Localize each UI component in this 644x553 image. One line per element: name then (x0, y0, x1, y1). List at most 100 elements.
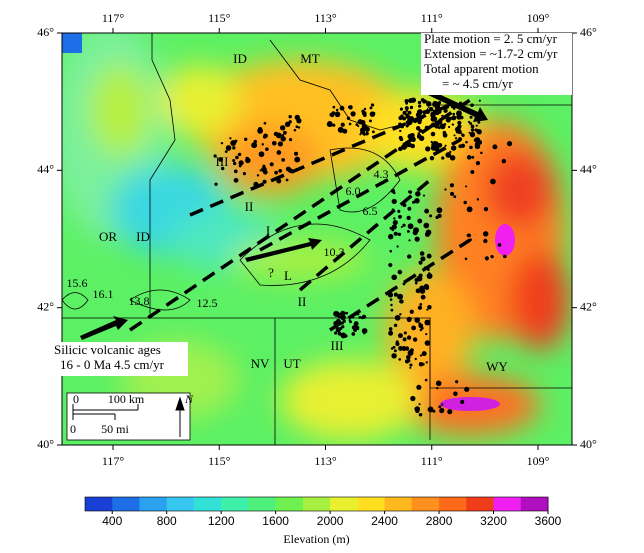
age-label: 10.3 (324, 245, 345, 259)
seismic-dot (335, 108, 339, 112)
seismic-dot (397, 209, 401, 213)
seismic-dot (420, 115, 424, 120)
lon-label: 113° (314, 454, 337, 468)
seismic-dot (392, 345, 396, 349)
seismic-dot (490, 255, 494, 259)
seismic-dot (359, 133, 362, 136)
seismic-dot (354, 321, 358, 325)
seismic-dot (398, 214, 402, 219)
seismic-dot (438, 405, 442, 409)
seismic-dot (258, 151, 265, 158)
seismic-dot (417, 305, 423, 310)
seismic-dot (263, 133, 268, 139)
seismic-dot (501, 158, 507, 164)
seismic-dot (399, 129, 402, 133)
seismic-dot (293, 128, 297, 132)
seismic-dot (424, 378, 428, 382)
age-label: 16.1 (93, 287, 114, 301)
seismic-dot (439, 123, 446, 130)
seismic-dot (373, 111, 376, 115)
seismic-dot (407, 190, 411, 194)
seismic-dot (409, 105, 414, 110)
seismic-dot (403, 331, 407, 335)
seismic-dot (278, 169, 283, 173)
seismic-dot (432, 100, 439, 107)
seismic-dot (220, 141, 224, 145)
seismic-dot (429, 155, 435, 161)
colorbar-label: 800 (157, 514, 177, 528)
seismic-dot (414, 198, 420, 204)
seismic-dot (420, 98, 425, 102)
seismic-dot (466, 206, 473, 213)
seismic-dot (404, 106, 409, 111)
region-label: III (216, 154, 229, 169)
seismic-dot (466, 155, 472, 160)
volcanic-note: Silicic volcanic ages (54, 342, 161, 357)
seismic-dot (470, 124, 475, 129)
seismic-dot (497, 243, 502, 247)
seismic-dot (415, 191, 421, 197)
seismic-dot (416, 133, 422, 139)
seismic-dot (370, 103, 375, 107)
seismic-dot (427, 268, 430, 271)
motion-note: Plate motion = 2. 5 cm/yr (424, 31, 558, 46)
seismic-dot (430, 144, 437, 151)
seismic-dot (391, 274, 397, 281)
seismic-dot (411, 137, 416, 142)
seismic-dot (448, 125, 451, 129)
seismic-dot (467, 120, 471, 124)
seismic-dot (389, 226, 393, 230)
seismic-dot (261, 166, 267, 173)
seismic-dot (451, 142, 455, 145)
seismic-dot (345, 311, 349, 315)
seismic-dot (464, 386, 470, 392)
seismic-dot (439, 408, 445, 414)
seismic-dot (402, 282, 406, 286)
seismic-dot (394, 314, 401, 321)
seismic-dot (424, 340, 431, 346)
seismic-dot (414, 281, 418, 285)
seismic-dot (448, 116, 453, 121)
seismic-dot (393, 323, 398, 328)
seismic-dot (425, 101, 432, 107)
seismic-dot (279, 125, 286, 131)
seismic-dot (427, 406, 434, 413)
colorbar-swatch (302, 497, 331, 511)
lon-label: 109° (527, 11, 550, 25)
seismic-dot (478, 99, 481, 102)
seismic-dot (451, 115, 457, 121)
seismic-dot (233, 161, 237, 166)
seismic-dot (407, 133, 413, 140)
seismic-dot (457, 120, 462, 125)
lat-label: 40° (37, 437, 54, 451)
lon-label: 113° (314, 11, 337, 25)
seismic-dot (274, 170, 278, 175)
seismic-dot (232, 159, 236, 163)
seismic-dot (418, 322, 422, 326)
seismic-dot (242, 171, 247, 176)
seismic-dot (426, 308, 429, 311)
seismic-dot (456, 114, 462, 120)
seismic-dot (480, 151, 483, 155)
seismic-dot (332, 123, 336, 127)
seismic-dot (419, 285, 425, 292)
colorbar-label: 400 (102, 514, 122, 528)
colorbar-label: 2800 (426, 514, 453, 528)
seismic-dot (388, 233, 394, 240)
seismic-dot (415, 320, 418, 323)
seismic-dot (436, 386, 439, 390)
colorbar: 400 800 1200 1600 2000 2400 2800 3200 3600 Elevat… (84, 496, 562, 546)
seismic-dot (245, 156, 249, 161)
seismic-dot (435, 380, 442, 387)
seismic-dot (262, 179, 267, 184)
seismic-dot (434, 123, 440, 129)
seismic-dot (398, 115, 403, 121)
seismic-dot (342, 128, 348, 134)
seismic-dot (402, 223, 406, 227)
seismic-dot (420, 294, 426, 300)
north-label: N (184, 392, 194, 406)
lat-label: 44° (37, 162, 54, 176)
seismic-dot (218, 157, 224, 162)
seismic-dot (475, 161, 481, 166)
seismic-dot (461, 133, 464, 137)
